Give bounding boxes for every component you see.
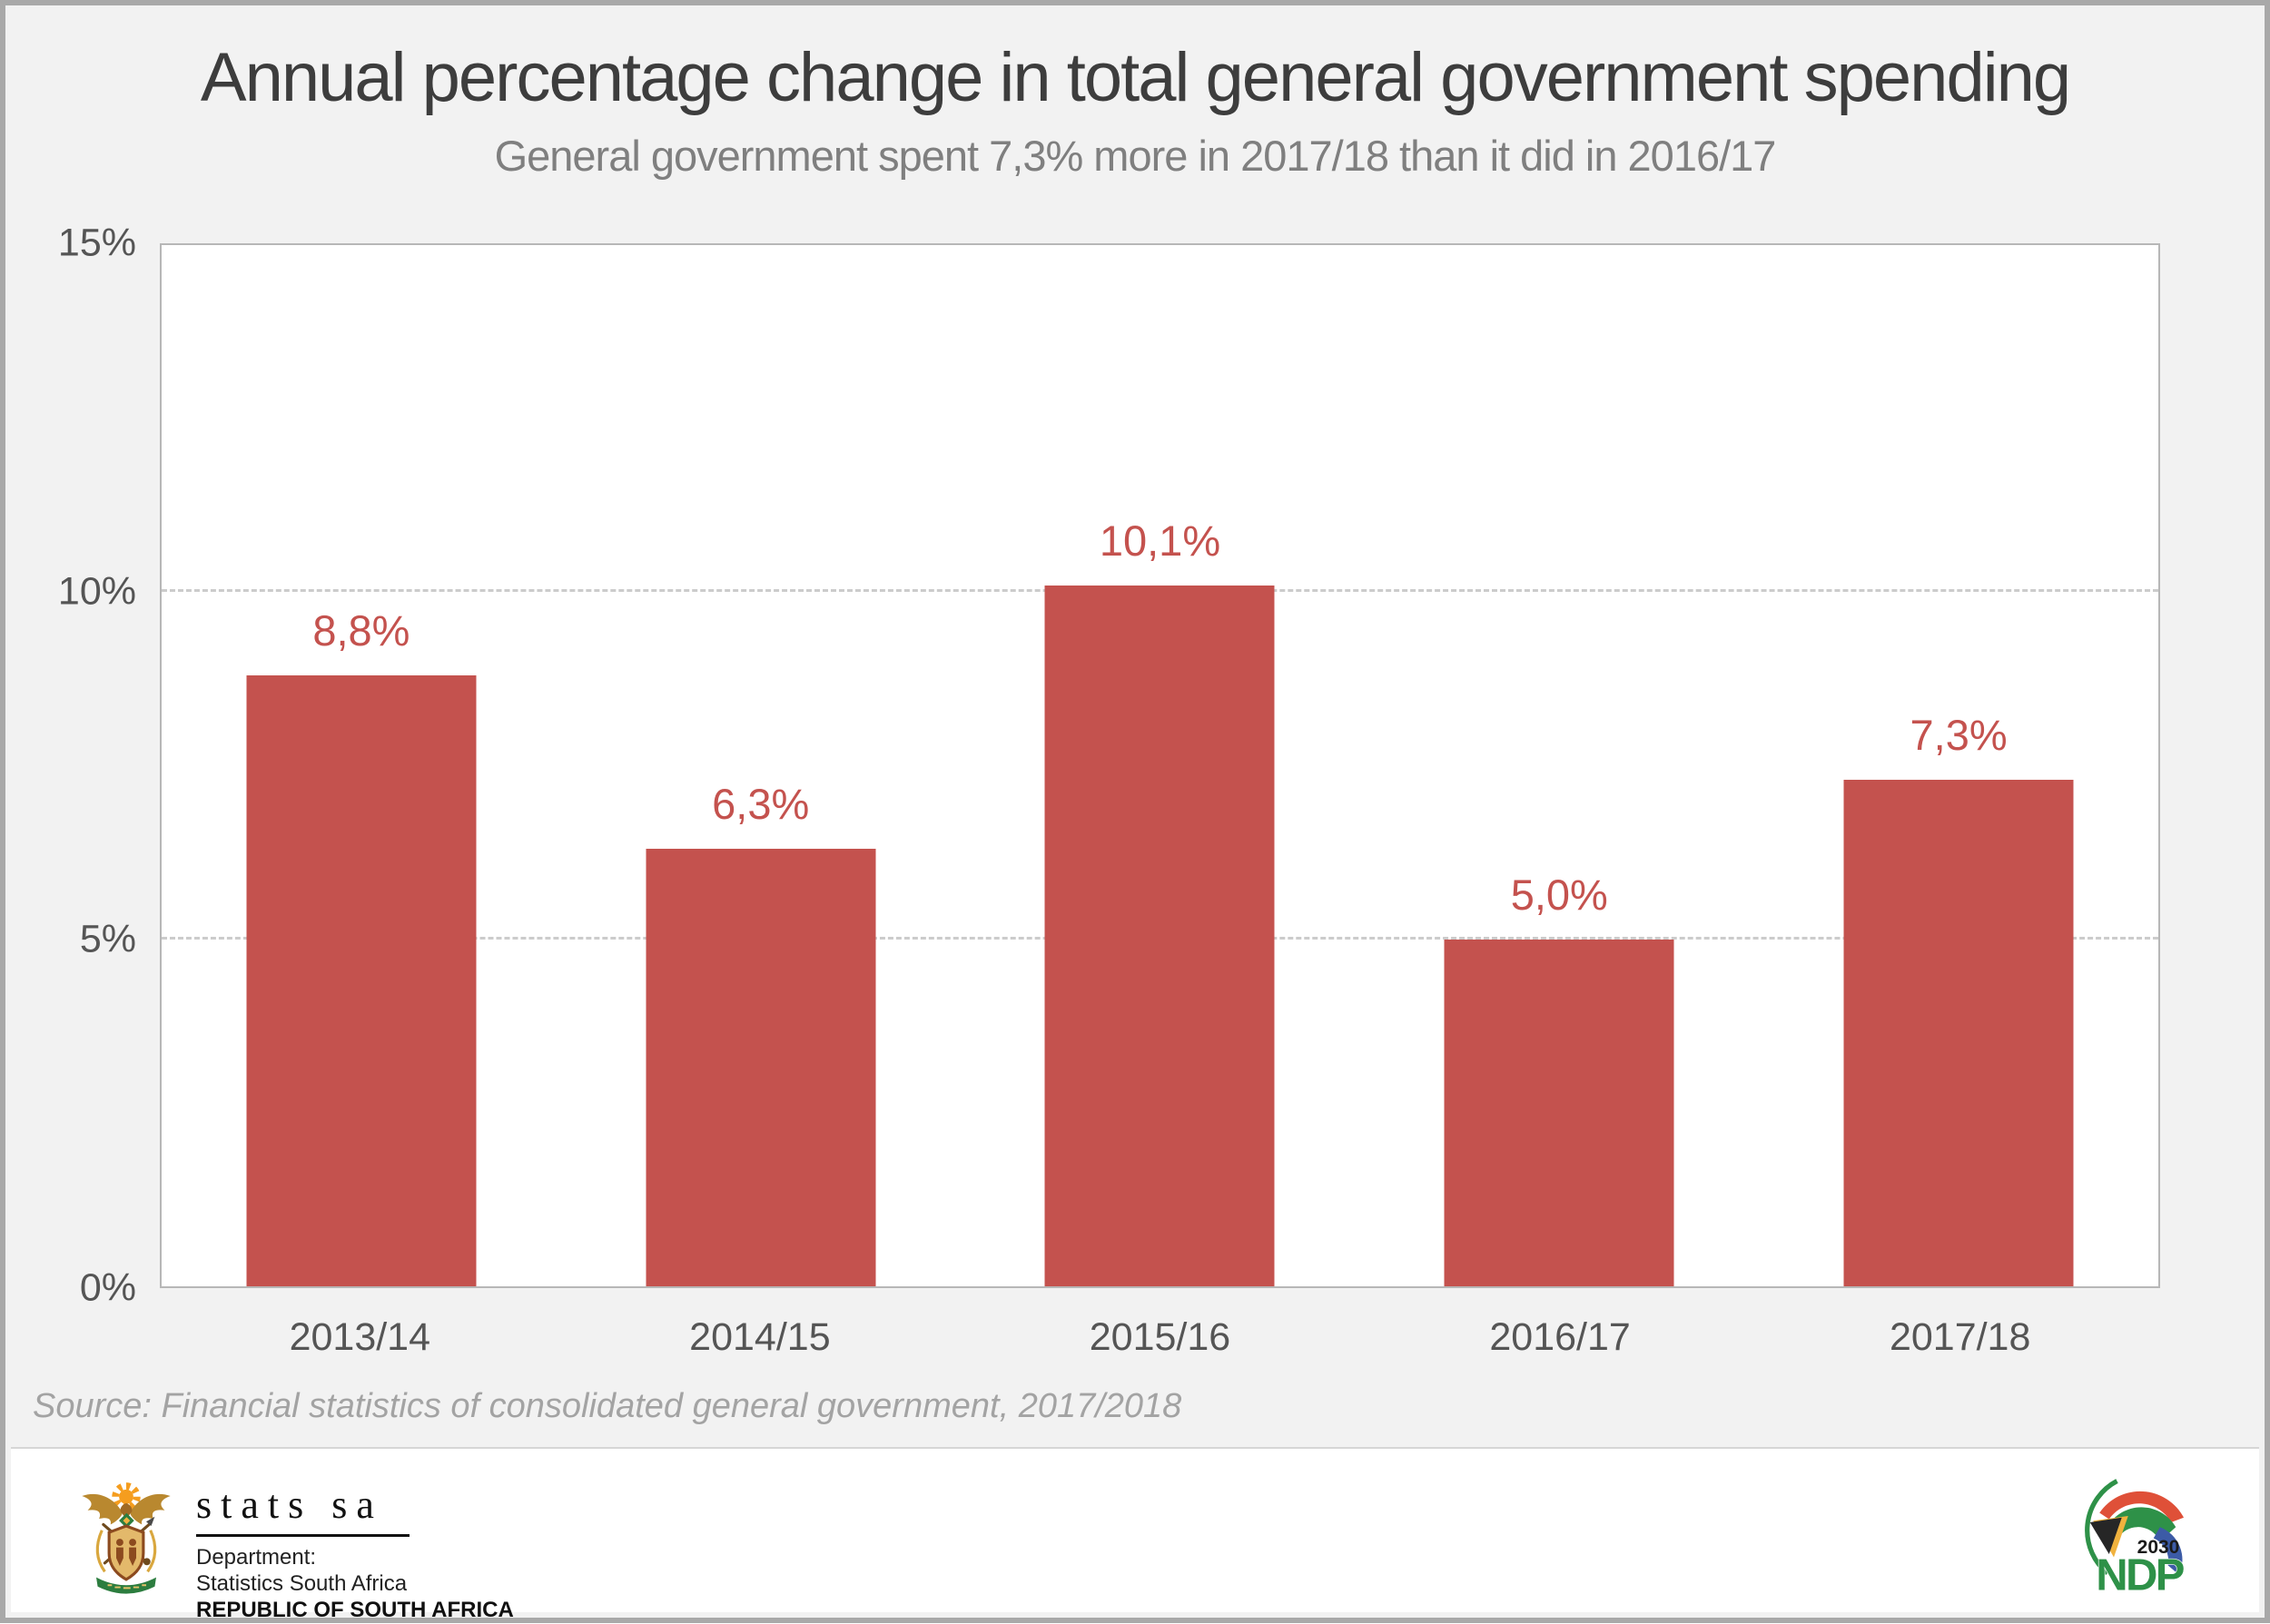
bar — [1843, 779, 2074, 1286]
chart-subtitle: General government spent 7,3% more in 20… — [494, 132, 1777, 180]
ndp-2030-logo-icon: 2030 NDP — [2085, 1479, 2187, 1600]
statssa-logo: stats sa Department: Statistics South Af… — [76, 1463, 514, 1624]
x-category-label: 2013/14 — [289, 1315, 431, 1359]
statssa-country: REPUBLIC OF SOUTH AFRICA — [196, 1598, 514, 1622]
y-axis: 0% 5% 10% 15% — [18, 221, 136, 1310]
x-category-label: 2016/17 — [1489, 1315, 1631, 1359]
x-axis: 2013/14 2014/15 2015/16 2016/17 2017/18 — [160, 1305, 2160, 1369]
bar-value-label: 8,8% — [312, 606, 410, 655]
ndp-year-label: 2030 — [2137, 1537, 2180, 1558]
bar-column-2017/18: 7,3% — [1759, 245, 2158, 1286]
x-category-label: 2014/15 — [689, 1315, 831, 1359]
y-tick-label: 15% — [57, 221, 136, 265]
bar — [646, 849, 876, 1286]
y-tick-label: 10% — [57, 569, 136, 614]
bar-column-2013/14: 8,8% — [162, 245, 561, 1286]
plot-area: 8,8% 6,3% 10,1% 5,0% 7,3% — [160, 243, 2160, 1288]
bar-value-label: 5,0% — [1510, 870, 1608, 919]
bar-column-2014/15: 6,3% — [561, 245, 961, 1286]
statssa-department: Department: — [196, 1545, 317, 1570]
statssa-name: Statistics South Africa — [196, 1571, 408, 1596]
chart-title: Annual percentage change in total genera… — [200, 39, 2071, 116]
bars: 8,8% 6,3% 10,1% 5,0% 7,3% — [162, 245, 2158, 1286]
y-tick-label: 0% — [79, 1265, 136, 1310]
statssa-rule — [196, 1534, 410, 1537]
bar-value-label: 10,1% — [1099, 516, 1221, 565]
south-africa-coat-of-arms-icon — [82, 1482, 171, 1594]
bar — [1444, 939, 1674, 1286]
bar-value-label: 6,3% — [712, 780, 810, 829]
footer: stats sa Department: Statistics South Af… — [11, 1447, 2259, 1622]
bar — [1044, 585, 1275, 1286]
x-category-label: 2015/16 — [1089, 1315, 1231, 1359]
bar-value-label: 7,3% — [1910, 710, 2008, 759]
y-tick-label: 5% — [79, 917, 136, 961]
source-note: Source: Financial statistics of consolid… — [33, 1387, 1182, 1425]
bar-column-2015/16: 10,1% — [961, 245, 1360, 1286]
bar-column-2016/17: 5,0% — [1359, 245, 1759, 1286]
statssa-wordmark: stats sa — [196, 1482, 383, 1527]
bar — [246, 675, 477, 1286]
ndp-name-label: NDP — [2096, 1550, 2185, 1599]
x-category-label: 2017/18 — [1889, 1315, 2031, 1359]
